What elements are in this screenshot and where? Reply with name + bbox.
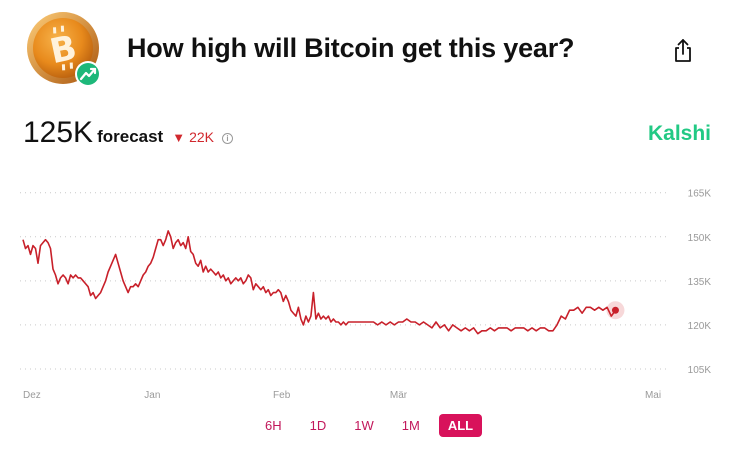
forecast-change-value: 22K xyxy=(189,129,215,145)
share-button[interactable] xyxy=(672,38,694,64)
range-button-all[interactable]: ALL xyxy=(438,414,483,437)
forecast-change: ▼ 22K xyxy=(172,129,214,145)
current-point xyxy=(611,306,619,314)
y-tick-label: 105K xyxy=(688,365,712,376)
share-icon xyxy=(675,39,691,62)
brand-name: Kalshi xyxy=(647,122,711,145)
down-arrow-icon: ▼ xyxy=(172,130,186,145)
y-tick-label: 135K xyxy=(688,277,712,288)
market-logo: B xyxy=(22,10,106,90)
info-icon[interactable]: i xyxy=(222,133,234,144)
range-button-6h[interactable]: 6H xyxy=(265,418,282,433)
price-chart: 105K 120K 135K 150K 165K Dez Jan Feb Mär Mai xyxy=(20,189,712,401)
x-tick-label: Feb xyxy=(273,390,291,401)
trending-up-icon xyxy=(75,61,101,87)
x-tick-label: Mai xyxy=(645,390,661,401)
market-title: How high will Bitcoin get this year? xyxy=(127,33,575,63)
forecast-summary: 125K forecast ▼ 22K i xyxy=(23,116,234,152)
x-tick-label: Jan xyxy=(144,390,160,401)
bitcoin-coin-icon: B xyxy=(27,12,101,87)
time-range-selector: 6H 1D 1W 1M ALL xyxy=(256,414,492,437)
x-tick-label: Mär xyxy=(390,390,408,401)
forecast-label: forecast xyxy=(97,127,164,146)
forecast-value: 125K xyxy=(23,116,94,149)
y-tick-label: 165K xyxy=(688,189,712,200)
range-button-1d[interactable]: 1D xyxy=(309,418,327,433)
x-tick-label: Dez xyxy=(23,390,41,401)
range-button-1m[interactable]: 1M xyxy=(401,418,420,433)
series-line xyxy=(22,230,617,335)
y-tick-label: 120K xyxy=(688,321,712,332)
y-tick-label: 150K xyxy=(688,233,712,244)
range-button-1w[interactable]: 1W xyxy=(354,418,374,433)
